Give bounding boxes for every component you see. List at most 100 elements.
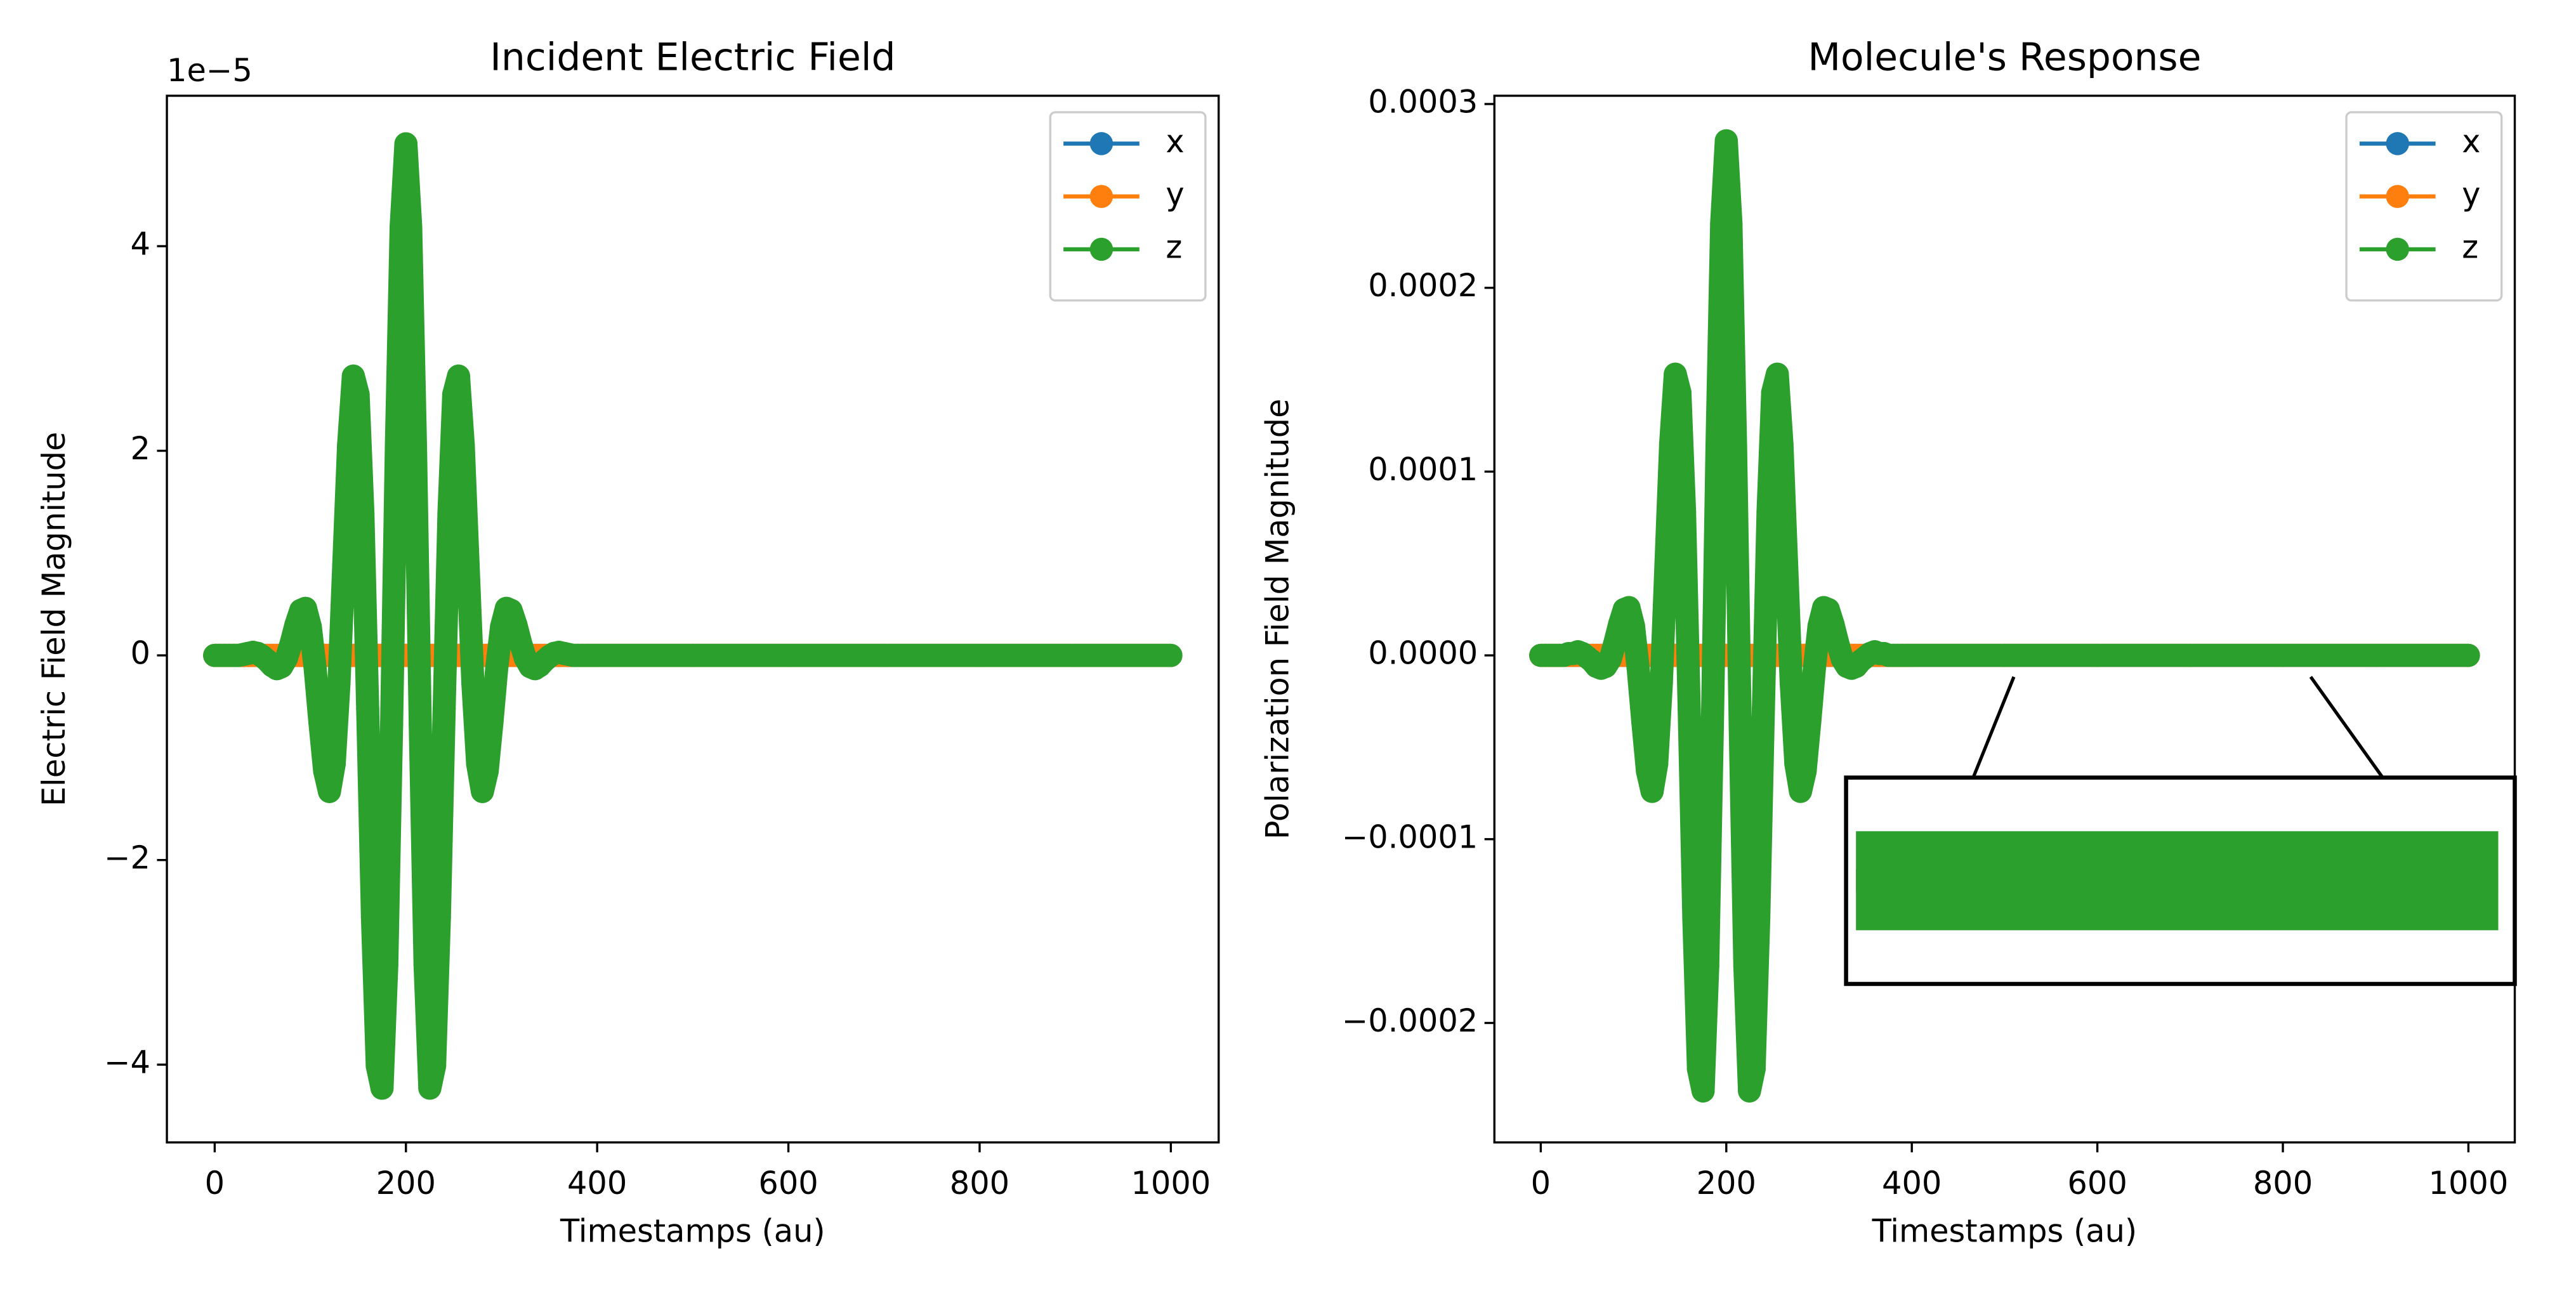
data-point	[1659, 432, 1683, 456]
data-point	[1821, 612, 1845, 636]
x-tick-label: 200	[1697, 1165, 1756, 1202]
data-point	[1650, 671, 1673, 695]
data-point	[1682, 907, 1705, 930]
data-point	[1631, 710, 1655, 733]
data-point	[2457, 643, 2480, 667]
legend-label: x	[2462, 123, 2480, 160]
data-point	[1668, 381, 1692, 405]
legend-marker	[2386, 237, 2409, 261]
data-point	[1993, 643, 2016, 667]
legend-marker	[2386, 185, 2409, 208]
y-axis-label: Electric Field Magnitude	[36, 432, 72, 807]
data-point	[1738, 1079, 1761, 1103]
legend-marker	[1089, 132, 1114, 155]
data-point	[485, 656, 509, 679]
data-point	[298, 615, 322, 639]
data-point	[1775, 552, 1799, 575]
data-point	[394, 132, 417, 155]
data-point	[399, 215, 423, 239]
data-point	[370, 1077, 394, 1100]
data-point	[428, 905, 451, 929]
data-point	[1728, 713, 1752, 737]
data-point	[681, 643, 705, 667]
inset-connector	[1971, 676, 2016, 778]
series-line	[203, 132, 1183, 1100]
data-point	[1654, 552, 1678, 575]
data-point	[1678, 697, 1701, 721]
y-tick-label: −0.0001	[1342, 818, 1478, 855]
data-point	[480, 710, 504, 734]
data-point	[2178, 643, 2202, 667]
data-point	[777, 643, 800, 667]
data-point	[351, 501, 375, 525]
legend-label: z	[1166, 228, 1182, 265]
legend-label: z	[2462, 228, 2478, 265]
data-point	[327, 671, 351, 695]
data-point	[356, 697, 379, 721]
y-axis-label: Polarization Field Magnitude	[1259, 398, 1296, 839]
data-point	[1742, 1057, 1766, 1081]
data-point	[1686, 1057, 1711, 1081]
x-tick-label: 600	[758, 1165, 818, 1202]
data-point	[461, 671, 485, 695]
data-point	[279, 631, 303, 655]
y-tick-label: 0.0001	[1368, 451, 1478, 488]
data-point	[968, 643, 992, 667]
legend-label: y	[2462, 176, 2480, 213]
chart-title: Incident Electric Field	[490, 35, 895, 79]
data-point	[437, 501, 461, 525]
data-point	[1626, 657, 1650, 680]
legend-box	[1049, 111, 1207, 302]
data-point	[337, 434, 360, 457]
data-point	[475, 759, 499, 783]
legend-marker	[2386, 132, 2409, 155]
data-point	[1700, 713, 1725, 737]
plot-frame	[166, 95, 1220, 1144]
x-tick-label: 200	[376, 1165, 436, 1202]
x-tick-label: 800	[2253, 1165, 2313, 1202]
x-tick-label: 0	[205, 1165, 225, 1202]
data-point	[504, 613, 528, 636]
data-point	[1733, 954, 1757, 978]
y-tick-label: 0	[131, 635, 150, 672]
data-point	[1798, 710, 1822, 733]
data-point	[404, 435, 428, 459]
y-tick-label: 2	[131, 430, 150, 467]
data-point	[1159, 643, 1183, 667]
x-tick-label: 800	[950, 1165, 1009, 1202]
y-tick-label: −2	[104, 839, 150, 876]
x-tick-label: 400	[1882, 1165, 1942, 1202]
x-tick-label: 400	[567, 1165, 627, 1202]
data-point	[456, 553, 480, 576]
y-tick-label: 0.0000	[1368, 635, 1478, 672]
data-point	[1672, 500, 1697, 524]
data-point	[341, 364, 365, 388]
legend-label: y	[1166, 176, 1184, 213]
data-point	[1603, 631, 1627, 655]
data-point	[451, 434, 475, 457]
data-point	[1705, 434, 1729, 458]
data-point	[1617, 596, 1641, 619]
data-point	[332, 553, 356, 576]
data-point	[1719, 212, 1743, 235]
legend-label: x	[1166, 123, 1184, 160]
y-tick-label: −0.0002	[1342, 1002, 1478, 1039]
x-tick-label: 1000	[2428, 1165, 2508, 1202]
data-point	[1063, 643, 1087, 667]
data-point	[1770, 432, 1794, 456]
data-point	[1761, 381, 1785, 405]
data-point	[2363, 643, 2388, 667]
plot-frame	[1493, 95, 2516, 1144]
data-point	[346, 383, 370, 407]
data-point	[2271, 643, 2295, 667]
data-point	[1765, 362, 1789, 386]
data-point	[1664, 362, 1687, 386]
data-point	[384, 435, 408, 459]
data-point	[1714, 129, 1738, 153]
y-tick-label: −4	[104, 1044, 150, 1081]
data-point	[1724, 434, 1747, 458]
data-point	[294, 596, 317, 620]
data-point	[1789, 780, 1812, 803]
data-point	[585, 643, 609, 667]
data-point	[409, 713, 432, 737]
